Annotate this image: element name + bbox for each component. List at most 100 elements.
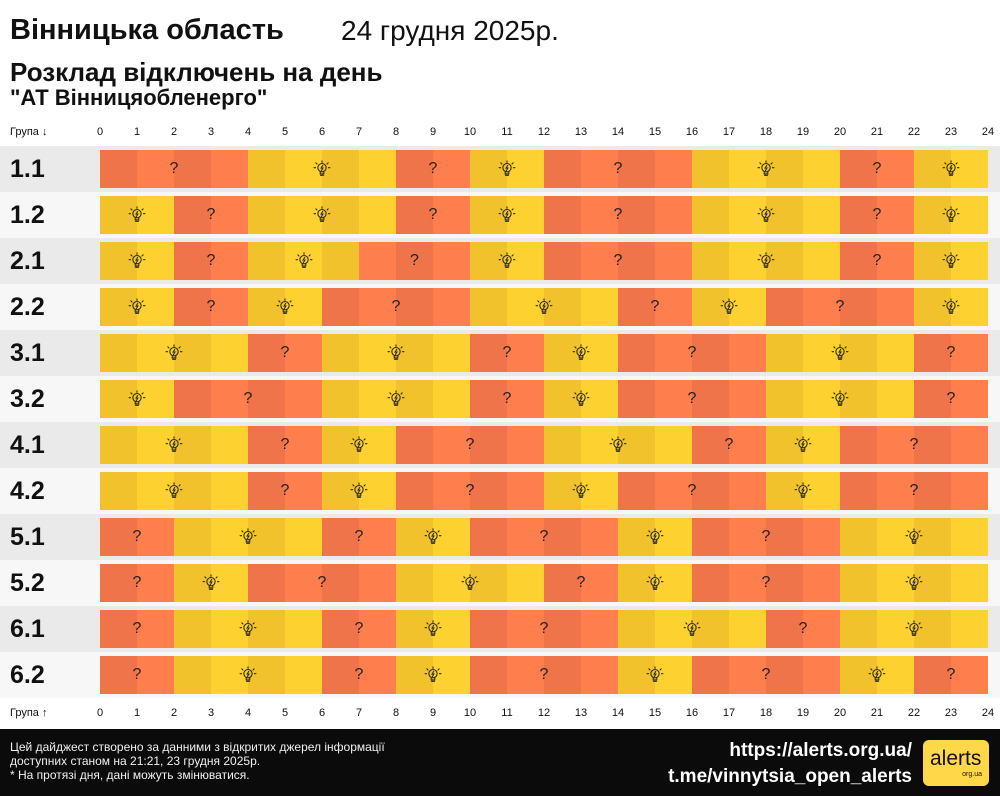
power-on-hour	[248, 196, 285, 234]
power-on-hour	[137, 472, 174, 510]
possible-outage-hour	[174, 150, 211, 188]
hour-tick-18: 18	[759, 707, 773, 719]
possible-outage-hour	[248, 380, 285, 418]
lightbulb-icon	[942, 252, 960, 270]
possible-outage-hour	[100, 656, 137, 694]
power-on-hour	[655, 610, 692, 648]
possible-outage-hour	[470, 472, 507, 510]
lightbulb-icon	[535, 298, 553, 316]
possible-outage-hour	[137, 564, 174, 602]
power-on-hour	[396, 380, 433, 418]
possible-outage-hour	[840, 472, 877, 510]
site-link[interactable]: https://alerts.org.ua/	[729, 740, 912, 761]
possible-outage-hour	[877, 472, 914, 510]
power-on-hour	[322, 472, 359, 510]
possible-outage-hour	[692, 656, 729, 694]
hour-tick-4: 4	[244, 126, 252, 138]
possible-outage-hour	[396, 150, 433, 188]
question-mark-icon: ?	[724, 436, 734, 453]
possible-outage-hour	[877, 242, 914, 280]
possible-outage-hour	[507, 518, 544, 556]
power-on-hour	[285, 610, 322, 648]
possible-outage-hour	[951, 656, 988, 694]
group-row: 3.1????	[0, 330, 1000, 376]
power-on-hour	[322, 380, 359, 418]
group-axis-label-bottom: Група ↑	[10, 707, 48, 719]
possible-outage-hour	[544, 518, 581, 556]
power-on-hour	[174, 564, 211, 602]
power-on-hour	[433, 334, 470, 372]
hour-tick-7: 7	[355, 707, 363, 719]
telegram-link[interactable]: t.me/vinnytsia_open_alerts	[668, 766, 912, 787]
power-on-hour	[100, 334, 137, 372]
lightbulb-icon	[239, 666, 257, 684]
hour-tick-17: 17	[722, 126, 736, 138]
question-mark-icon: ?	[410, 252, 419, 269]
possible-outage-hour	[692, 472, 729, 510]
lightbulb-icon	[572, 344, 590, 362]
group-row: 1.1????	[0, 146, 1000, 192]
possible-outage-hour	[507, 334, 544, 372]
lightbulb-icon	[720, 298, 738, 316]
question-mark-icon: ?	[613, 252, 623, 269]
possible-outage-hour	[211, 242, 248, 280]
power-on-hour	[507, 150, 544, 188]
possible-outage-hour	[877, 196, 914, 234]
power-on-hour	[729, 242, 766, 280]
hour-tick-10: 10	[463, 707, 477, 719]
hour-tick-15: 15	[648, 126, 662, 138]
hour-tick-0: 0	[96, 707, 104, 719]
possible-outage-hour	[729, 426, 766, 464]
footer-note-line-1: Цей дайджест створено за данними з відкр…	[10, 740, 385, 754]
power-on-hour	[951, 288, 988, 326]
hour-tick-13: 13	[574, 126, 588, 138]
possible-outage-hour	[174, 380, 211, 418]
possible-outage-hour	[544, 196, 581, 234]
power-on-hour	[100, 196, 137, 234]
possible-outage-hour	[618, 150, 655, 188]
power-on-hour	[655, 518, 692, 556]
group-label: 3.2	[10, 385, 45, 413]
power-on-hour	[470, 150, 507, 188]
question-mark-icon: ?	[428, 160, 438, 177]
possible-outage-hour	[396, 242, 433, 280]
question-mark-icon: ?	[539, 620, 549, 637]
power-on-hour	[396, 518, 433, 556]
possible-outage-hour	[322, 288, 359, 326]
hour-tick-2: 2	[170, 126, 178, 138]
power-on-hour	[803, 334, 840, 372]
lightbulb-icon	[387, 344, 405, 362]
power-on-hour	[951, 564, 988, 602]
power-on-hour	[544, 334, 581, 372]
possible-outage-hour	[951, 426, 988, 464]
group-row: 2.1????	[0, 238, 1000, 284]
hour-tick-19: 19	[796, 707, 810, 719]
possible-outage-hour	[729, 656, 766, 694]
hour-tick-21: 21	[870, 126, 884, 138]
power-on-hour	[581, 288, 618, 326]
possible-outage-hour	[507, 380, 544, 418]
group-label: 5.2	[10, 569, 45, 597]
group-label: 3.1	[10, 339, 45, 367]
power-on-hour	[248, 288, 285, 326]
possible-outage-hour	[396, 472, 433, 510]
possible-outage-hour	[470, 656, 507, 694]
group-row: 5.1????	[0, 514, 1000, 560]
alerts-logo: alerts org.ua	[923, 740, 989, 786]
possible-outage-hour	[359, 564, 396, 602]
power-on-hour	[766, 380, 803, 418]
possible-outage-hour	[951, 472, 988, 510]
lightbulb-icon	[498, 252, 516, 270]
company-name: "АТ Вінницяобленерго"	[10, 85, 268, 110]
power-on-hour	[692, 242, 729, 280]
power-on-hour	[100, 288, 137, 326]
power-on-hour	[100, 426, 137, 464]
possible-outage-hour	[877, 150, 914, 188]
hour-tick-3: 3	[207, 126, 215, 138]
question-mark-icon: ?	[909, 436, 919, 453]
power-on-hour	[100, 242, 137, 280]
hour-tick-21: 21	[870, 707, 884, 719]
power-on-hour	[211, 472, 248, 510]
group-label: 1.1	[10, 155, 45, 183]
question-mark-icon: ?	[502, 344, 512, 361]
